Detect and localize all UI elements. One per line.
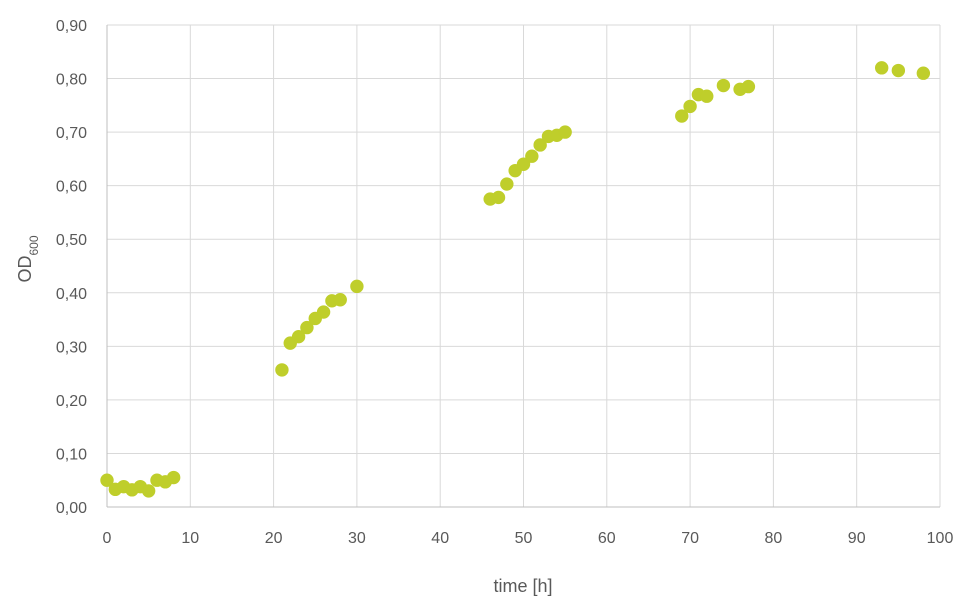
data-point-32 <box>700 89 714 103</box>
data-point-30 <box>683 99 697 114</box>
data-point-20 <box>491 190 506 205</box>
data-point-37 <box>891 63 906 78</box>
y-tick-label-0-80: 0,80 <box>56 72 87 89</box>
x-tick-label-90: 90 <box>848 530 866 547</box>
data-point-36 <box>874 61 889 75</box>
x-tick-label-60: 60 <box>598 530 616 547</box>
y-tick-label-0-70: 0,70 <box>56 125 87 142</box>
data-point-33 <box>716 78 731 93</box>
x-tick-label-20: 20 <box>265 530 283 547</box>
data-point-15 <box>316 305 331 319</box>
x-tick-label-70: 70 <box>681 530 699 547</box>
x-tick-label-80: 80 <box>765 530 783 547</box>
y-tick-label-0-40: 0,40 <box>56 286 87 303</box>
data-point-21 <box>500 177 514 191</box>
y-axis-title-subscript: 600 <box>27 235 41 255</box>
data-point-38 <box>916 66 931 80</box>
data-point-9 <box>166 470 181 485</box>
data-point-1 <box>100 473 114 487</box>
tick-labels: 0 10 20 30 40 50 60 70 80 90 100 0,00 0,10 0,20 0,30 0,… <box>56 18 954 547</box>
y-tick-label-0-30: 0,30 <box>56 339 87 356</box>
y-tick-label-0-20: 0,20 <box>56 393 87 410</box>
y-tick-label-0-50: 0,50 <box>56 232 87 249</box>
data-point-28 <box>558 125 572 139</box>
x-tick-label-40: 40 <box>431 530 449 547</box>
data-point-25 <box>533 138 547 152</box>
axes <box>106 25 940 508</box>
y-tick-label-0-10: 0,10 <box>56 446 87 463</box>
x-tick-label-50: 50 <box>515 530 533 547</box>
data-points <box>100 61 931 498</box>
data-point-10 <box>275 363 289 377</box>
x-tick-label-30: 30 <box>348 530 366 547</box>
data-point-24 <box>525 149 539 163</box>
x-tick-label-0: 0 <box>103 530 112 547</box>
data-point-13 <box>300 320 314 335</box>
data-point-12 <box>291 329 306 344</box>
y-tick-label-0-00: 0,00 <box>56 500 87 517</box>
x-tick-label-10: 10 <box>181 530 199 547</box>
x-tick-label-100: 100 <box>927 530 954 547</box>
data-point-18 <box>350 279 364 294</box>
y-tick-label-0-90: 0,90 <box>56 18 87 35</box>
y-tick-label-0-60: 0,60 <box>56 179 87 196</box>
y-axis-title-main: OD <box>15 256 35 283</box>
data-point-6 <box>141 484 156 498</box>
y-axis-title: OD600 <box>15 235 41 282</box>
data-point-29 <box>675 109 689 123</box>
data-point-17 <box>333 293 347 307</box>
data-point-23 <box>516 157 531 171</box>
data-point-35 <box>741 79 756 94</box>
x-axis-title: time [h] <box>493 576 552 596</box>
